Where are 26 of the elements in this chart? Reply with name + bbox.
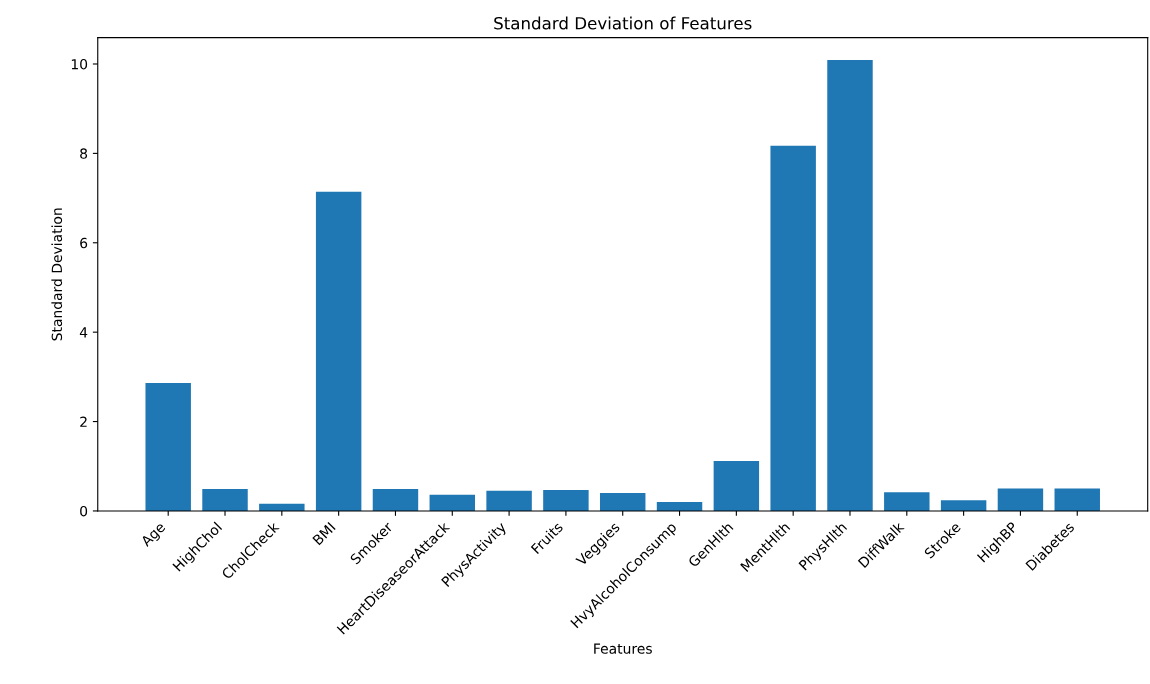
y-tick-label: 10 xyxy=(71,58,88,70)
x-tick-label: Age xyxy=(140,521,168,550)
y-tick-label: 6 xyxy=(80,237,88,249)
bar xyxy=(1054,488,1100,511)
bar xyxy=(827,59,873,511)
bar xyxy=(600,493,646,511)
bar xyxy=(713,460,760,511)
bar xyxy=(884,492,930,511)
bar xyxy=(429,494,475,511)
bar xyxy=(940,500,987,511)
x-tick-label: BMI xyxy=(312,521,336,546)
bar xyxy=(543,489,589,511)
bar xyxy=(372,489,419,511)
y-tick-label: 4 xyxy=(79,327,88,338)
x-axis-title: Features xyxy=(594,643,652,654)
bar xyxy=(315,191,362,511)
bar xyxy=(770,145,816,511)
bar xyxy=(202,489,248,511)
y-tick-label: 8 xyxy=(80,148,88,159)
y-tick-label: 2 xyxy=(80,416,87,427)
bar xyxy=(997,488,1044,511)
y-axis-title: Standard Deviation xyxy=(51,208,63,341)
bar xyxy=(486,490,532,511)
chart-title: Standard Deviation of Features xyxy=(494,16,752,30)
bar xyxy=(145,383,191,511)
y-tick-label: 0 xyxy=(80,505,88,517)
